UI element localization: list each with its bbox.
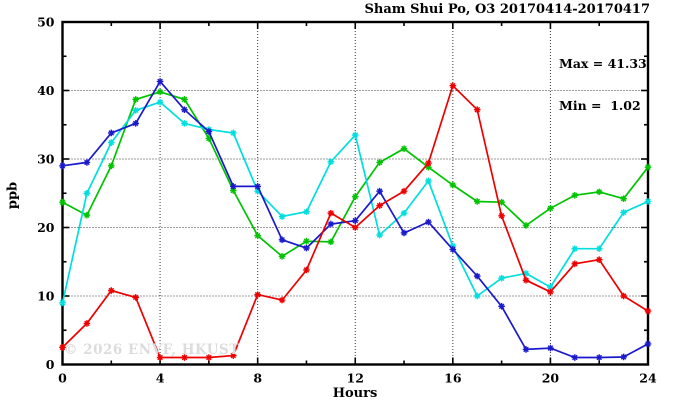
x-axis-label: Hours bbox=[332, 386, 378, 401]
y-tick-label: 0 bbox=[46, 357, 55, 372]
series-cyan-markers bbox=[59, 98, 652, 307]
max-annotation: Max = 41.33 bbox=[559, 56, 647, 71]
series-blue-markers bbox=[59, 78, 652, 361]
x-tick-label: 20 bbox=[542, 371, 560, 386]
max-min-annotation: Max = 41.33 Min = 1.02 bbox=[559, 29, 647, 141]
x-tick-label: 24 bbox=[639, 371, 657, 386]
plot-border bbox=[61, 20, 650, 366]
y-axis-label: ppb bbox=[5, 181, 21, 210]
y-tick-label: 20 bbox=[37, 220, 55, 235]
x-tick-label: 8 bbox=[253, 371, 262, 386]
min-annotation: Min = 1.02 bbox=[559, 98, 641, 113]
series-red-markers bbox=[59, 82, 652, 361]
chart-title: Sham Shui Po, O3 20170414-20170417 bbox=[364, 2, 650, 17]
x-tick-label: 16 bbox=[444, 371, 462, 386]
x-tick-label: 0 bbox=[58, 371, 67, 386]
x-tick-label: 12 bbox=[347, 371, 364, 386]
series-green-markers bbox=[59, 88, 652, 260]
watermark: © 2026 ENVF, HKUST bbox=[64, 342, 240, 358]
y-tick-label: 30 bbox=[37, 152, 55, 167]
y-tick-label: 50 bbox=[37, 15, 55, 30]
y-tick-label: 40 bbox=[37, 83, 55, 98]
y-tick-label: 10 bbox=[37, 289, 55, 304]
x-tick-label: 4 bbox=[156, 371, 165, 386]
